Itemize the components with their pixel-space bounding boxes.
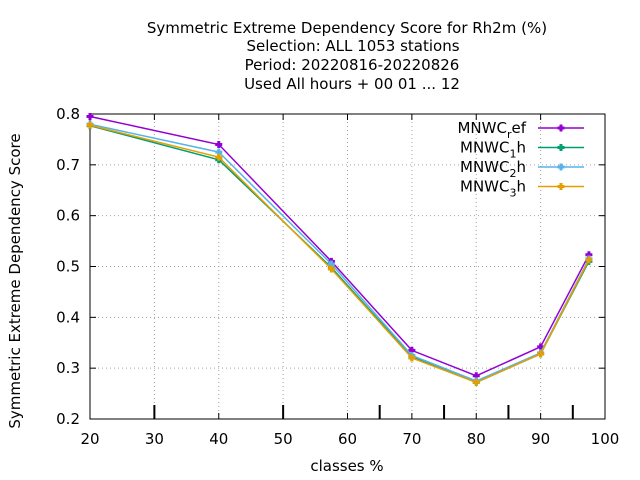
x-tick-label: 40 xyxy=(209,430,228,448)
x-tick-label: 60 xyxy=(338,430,357,448)
y-tick-label: 0.4 xyxy=(56,308,80,326)
legend-entry: MNWC3h xyxy=(460,178,584,200)
legend-entry: MNWCref xyxy=(457,119,584,141)
legend-entry: MNWC2h xyxy=(460,158,584,180)
x-axis-label: classes % xyxy=(310,457,383,475)
series-line xyxy=(89,123,590,382)
y-axis-label: Symmetric Extreme Dependency Score xyxy=(6,133,24,428)
legend-marker xyxy=(557,163,565,171)
title-line-2: Selection: ALL 1053 stations xyxy=(246,37,459,55)
y-tick-label: 0.8 xyxy=(56,105,80,123)
legend-marker xyxy=(557,183,565,190)
legend-entry: MNWC1h xyxy=(460,139,584,161)
data-point xyxy=(327,265,335,273)
chart-title: Symmetric Extreme Dependency Score for R… xyxy=(147,19,547,93)
legend-marker xyxy=(557,144,565,151)
legend-marker xyxy=(557,124,565,132)
title-line-1: Symmetric Extreme Dependency Score for R… xyxy=(147,19,547,37)
legend-label: MNWC2h xyxy=(460,158,526,180)
data-point xyxy=(472,378,480,386)
series-line xyxy=(89,124,590,384)
y-tick-label: 0.7 xyxy=(56,156,80,174)
x-tick-label: 80 xyxy=(467,430,486,448)
x-tick-label: 100 xyxy=(591,430,620,448)
title-line-4: Used All hours + 00 01 ... 12 xyxy=(244,75,460,93)
grid-lines xyxy=(90,114,605,419)
data-point xyxy=(215,153,223,161)
x-tick-label: 70 xyxy=(402,430,421,448)
y-tick-label: 0.6 xyxy=(56,207,80,225)
legend-label: MNWC1h xyxy=(460,139,526,161)
x-tick-label: 50 xyxy=(274,430,293,448)
legend-label: MNWCref xyxy=(457,119,526,141)
y-axis-ticks: 0.2 0.3 0.4 0.5 0.6 0.7 0.8 xyxy=(56,105,605,428)
series-layer xyxy=(86,113,593,386)
series-line xyxy=(89,124,590,384)
data-point xyxy=(537,350,545,358)
series-4 xyxy=(86,121,593,386)
data-point xyxy=(86,121,94,129)
x-tick-label: 30 xyxy=(145,430,164,448)
data-point xyxy=(585,256,593,264)
class-marks xyxy=(153,405,574,419)
legend-label: MNWC3h xyxy=(460,178,526,200)
y-tick-label: 0.5 xyxy=(56,258,80,276)
x-axis-ticks: 20 30 40 50 60 70 80 90 100 xyxy=(80,114,619,448)
data-point xyxy=(408,354,416,362)
x-tick-label: 90 xyxy=(531,430,550,448)
y-tick-label: 0.3 xyxy=(56,359,80,377)
x-tick-label: 20 xyxy=(80,430,99,448)
data-point xyxy=(215,141,223,148)
data-point xyxy=(86,113,94,121)
title-line-3: Period: 20220816-20220826 xyxy=(245,56,460,74)
y-tick-label: 0.2 xyxy=(56,410,80,428)
